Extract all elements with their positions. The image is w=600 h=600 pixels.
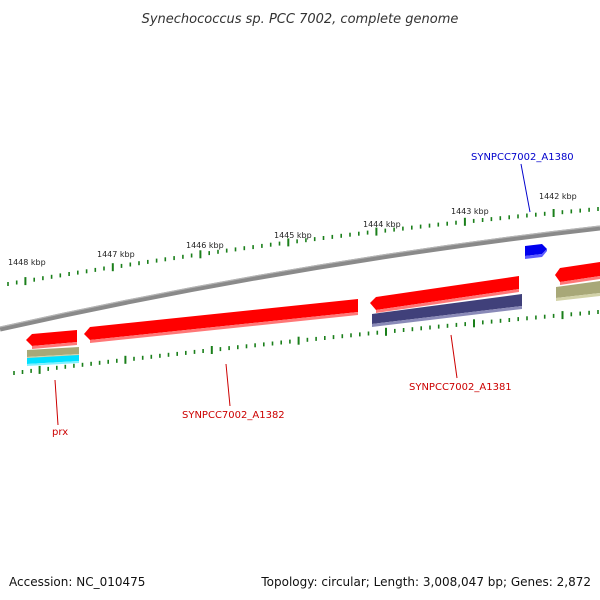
tick-label-1442: 1442 kbp bbox=[539, 192, 577, 201]
feature-synpcc7002-a1380[interactable] bbox=[525, 244, 547, 259]
leader-line-a1382 bbox=[225, 363, 231, 407]
tick-label-1448: 1448 kbp bbox=[8, 258, 46, 267]
accession-text: Accession: NC_010475 bbox=[9, 575, 145, 589]
genome-summary-text: Topology: circular; Length: 3,008,047 bp… bbox=[260, 575, 591, 589]
inner-tick-track bbox=[13, 310, 599, 375]
tick-label-1444: 1444 kbp bbox=[363, 220, 401, 229]
feature-forward-right-partial[interactable] bbox=[555, 262, 600, 285]
tick-label-1446: 1446 kbp bbox=[186, 241, 224, 250]
tick-label-1447: 1447 kbp bbox=[97, 250, 135, 259]
feature-track-olive-right[interactable] bbox=[556, 281, 600, 301]
tick-label-1445: 1445 kbp bbox=[274, 231, 312, 240]
feature-prx[interactable] bbox=[26, 330, 77, 349]
gene-label-a1380[interactable]: SYNPCC7002_A1380 bbox=[471, 152, 574, 163]
genome-backbone-highlight bbox=[0, 225, 600, 328]
leader-line-prx bbox=[54, 379, 59, 426]
tick-label-1443: 1443 kbp bbox=[451, 207, 489, 216]
genome-backbone bbox=[0, 225, 600, 332]
gene-label-prx[interactable]: prx bbox=[52, 427, 68, 438]
outer-tick-track bbox=[7, 207, 599, 286]
leader-line-a1380 bbox=[520, 163, 531, 213]
gene-label-a1382[interactable]: SYNPCC7002_A1382 bbox=[182, 410, 285, 421]
feature-track-purple-a1381[interactable] bbox=[372, 294, 522, 327]
leader-line-a1381 bbox=[450, 334, 458, 379]
feature-track-cyan-prx[interactable] bbox=[27, 355, 79, 366]
map-title: Synechococcus sp. PCC 7002, complete gen… bbox=[142, 12, 459, 27]
feature-synpcc7002-a1381[interactable] bbox=[370, 276, 519, 313]
gene-label-a1381[interactable]: SYNPCC7002_A1381 bbox=[409, 382, 512, 393]
feature-synpcc7002-a1382[interactable] bbox=[84, 299, 358, 343]
